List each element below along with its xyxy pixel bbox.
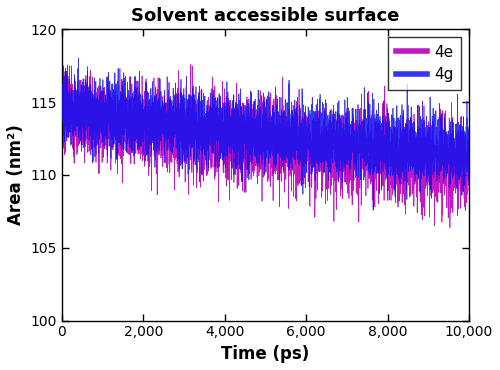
4g (214, 110, 220, 114)
4e (394, 134, 400, 138)
4e (324, 152, 330, 156)
4e (188, 62, 194, 67)
X-axis label: Time (ps): Time (ps) (222, 345, 310, 363)
Legend: 4e, 4g: 4e, 4g (388, 37, 462, 90)
4e (303, 138, 309, 142)
4e (59, 75, 65, 80)
4g (324, 147, 330, 151)
4g (76, 56, 82, 61)
Line: 4e: 4e (62, 64, 469, 228)
Line: 4g: 4g (62, 58, 469, 210)
4g (466, 130, 472, 135)
4g (303, 153, 309, 157)
4e (466, 189, 472, 193)
4e (447, 225, 453, 230)
4e (214, 130, 220, 135)
4g (133, 127, 139, 131)
4g (59, 117, 65, 121)
4e (362, 163, 368, 167)
4g (370, 208, 376, 212)
Title: Solvent accessible surface: Solvent accessible surface (131, 7, 400, 25)
4g (362, 157, 368, 161)
Y-axis label: Area (nm²): Area (nm²) (7, 125, 25, 225)
4g (394, 147, 400, 151)
4e (133, 151, 139, 156)
